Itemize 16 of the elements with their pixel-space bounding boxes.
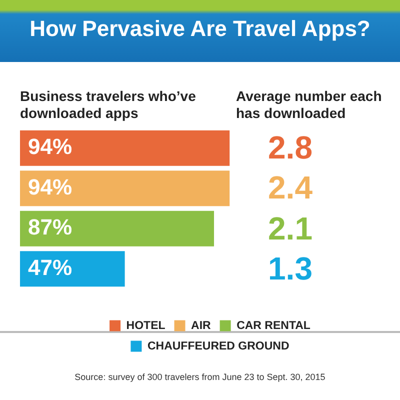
source-note: Source: survey of 300 travelers from June 23 to Sept. 30, 2015: [74, 372, 326, 382]
legend-label: HOTEL: [126, 320, 166, 332]
data-label: 2.1: [268, 210, 312, 248]
data-label: 47%: [28, 254, 72, 280]
data-label: 94%: [28, 174, 72, 200]
text: Average number each has downloaded: [236, 88, 383, 122]
chart-subtitle: Business travelers who’ve downloaded apps: [20, 88, 197, 122]
chart-title: How Pervasive Are Travel Apps?: [28, 16, 372, 42]
data-label: 1.3: [268, 250, 312, 288]
data-label: 2.8: [268, 130, 312, 167]
legend-label: CAR RENTAL: [236, 320, 310, 332]
data-label: 87%: [28, 214, 72, 240]
data-label: 94%: [28, 134, 72, 160]
data-label: 2.4: [268, 170, 312, 207]
legend-label: AIR: [191, 320, 212, 332]
legend-label: CHAUFFEURED GROUND: [147, 340, 290, 352]
